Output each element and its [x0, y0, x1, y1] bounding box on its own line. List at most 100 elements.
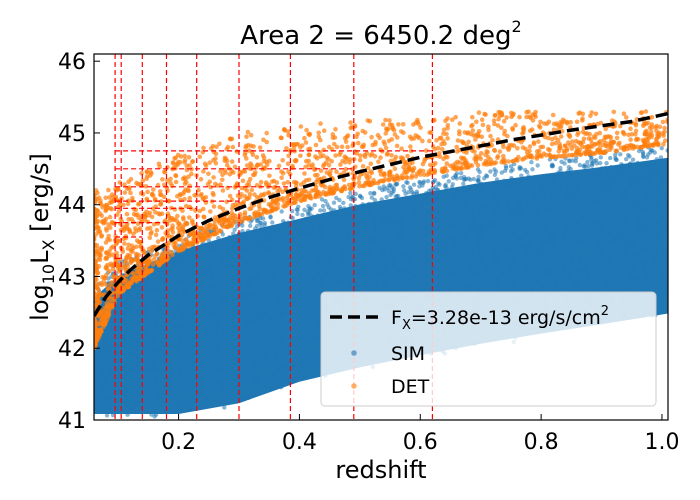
sim-point [308, 227, 313, 233]
det-point [383, 131, 389, 136]
det-point [602, 150, 607, 155]
sim-point [200, 283, 205, 289]
sim-point [155, 368, 160, 373]
det-point [298, 153, 303, 159]
sim-point [196, 299, 202, 304]
sim-point [457, 234, 463, 240]
sim-point [99, 382, 104, 387]
det-point [306, 191, 312, 196]
sim-point [542, 240, 547, 245]
sim-point [577, 234, 582, 239]
sim-point [540, 222, 545, 228]
sim-point [596, 168, 601, 174]
sim-point [206, 262, 211, 267]
sim-point [227, 266, 232, 271]
sim-point [522, 167, 528, 173]
det-point [270, 179, 275, 184]
det-point [115, 238, 120, 243]
sim-point [202, 253, 207, 258]
det-point [368, 153, 373, 158]
det-point [303, 140, 309, 145]
sim-point [501, 236, 507, 241]
sim-point [302, 207, 307, 212]
sim-point [239, 237, 244, 242]
sim-point [663, 286, 668, 291]
sim-point [433, 184, 439, 190]
det-point [570, 153, 575, 158]
det-point [444, 161, 450, 166]
sim-point [454, 249, 459, 254]
sim-point [178, 365, 184, 371]
sim-point [562, 232, 568, 238]
det-point [151, 257, 157, 262]
sim-point [471, 212, 476, 217]
sim-point [520, 245, 526, 250]
sim-point [382, 253, 387, 258]
sim-point [381, 206, 386, 211]
sim-point [422, 245, 427, 250]
sim-point [554, 172, 559, 177]
sim-point [477, 230, 483, 236]
det-point [356, 176, 362, 181]
det-point [105, 314, 111, 320]
det-point [597, 150, 602, 155]
sim-point [573, 242, 578, 248]
sim-point [219, 262, 224, 268]
sim-point [169, 342, 174, 347]
sim-point [117, 389, 122, 394]
sim-point [310, 214, 315, 219]
det-point [450, 163, 456, 168]
sim-point [630, 279, 636, 284]
det-point [279, 169, 284, 174]
sim-point [173, 261, 178, 266]
sim-point [648, 184, 654, 189]
sim-point [341, 200, 346, 206]
sim-point [566, 184, 571, 189]
sim-point [496, 252, 501, 257]
sim-point [186, 317, 192, 322]
det-point [380, 179, 386, 184]
sim-point [259, 326, 264, 331]
det-point [229, 210, 234, 216]
sim-point [616, 233, 621, 238]
sim-point [653, 170, 658, 176]
sim-point [237, 282, 242, 287]
sim-point [537, 194, 542, 199]
sim-point [562, 269, 568, 274]
det-point [614, 130, 620, 136]
sim-point [342, 206, 347, 211]
sim-point [607, 256, 612, 261]
det-point [334, 144, 340, 150]
sim-point [579, 179, 584, 185]
det-point [593, 141, 598, 147]
sim-point [633, 285, 639, 290]
det-point [383, 126, 389, 131]
det-point [354, 134, 359, 139]
sim-point [169, 280, 174, 285]
sim-point [484, 205, 489, 210]
sim-point [311, 276, 316, 281]
sim-point [448, 285, 454, 290]
sim-point [408, 187, 414, 192]
sim-point [522, 176, 527, 181]
sim-point [465, 199, 470, 205]
sim-point [257, 227, 262, 233]
sim-point [249, 266, 254, 272]
sim-point [191, 395, 196, 401]
sim-point [372, 254, 377, 260]
sim-point [390, 285, 396, 291]
sim-point [198, 354, 203, 359]
sim-point [143, 303, 149, 308]
det-point [303, 194, 308, 199]
sim-point [306, 316, 312, 321]
sim-point [651, 237, 656, 242]
sim-point [295, 298, 300, 304]
sim-point [442, 207, 448, 212]
sim-point [223, 296, 228, 302]
sim-point [279, 209, 284, 214]
det-point [550, 112, 556, 118]
sim-point [557, 187, 562, 193]
det-point [445, 136, 450, 141]
det-point [107, 300, 112, 305]
det-point [99, 219, 105, 224]
